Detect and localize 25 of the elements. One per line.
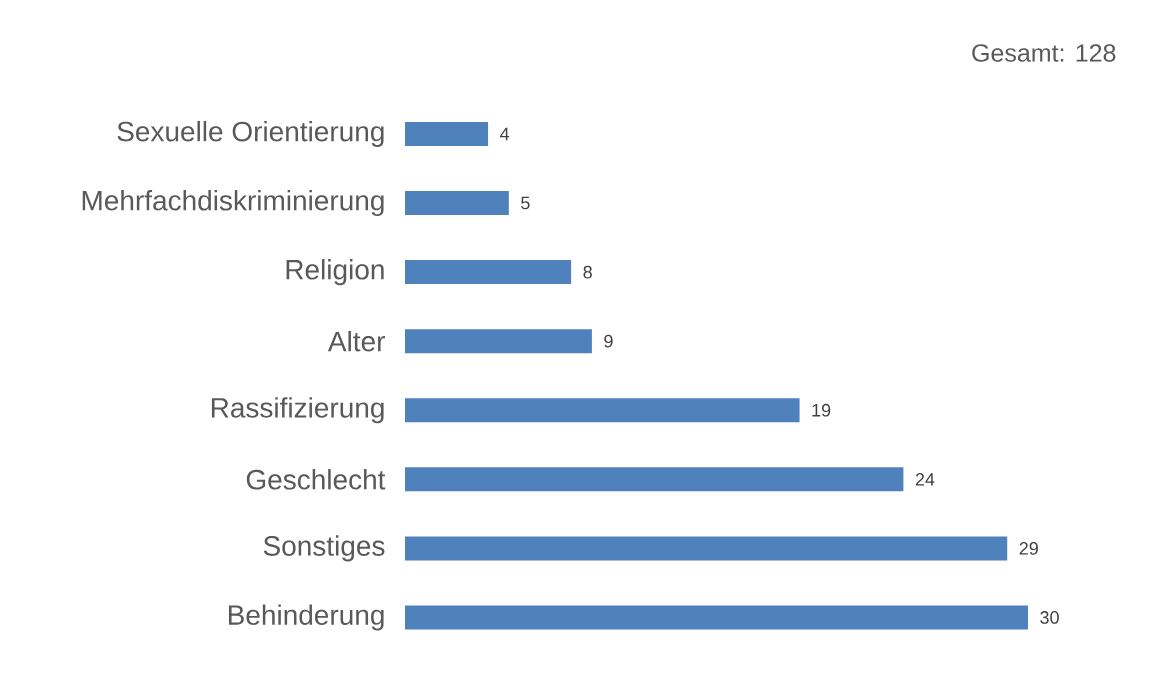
bar [405,467,904,492]
bar [405,191,509,216]
data-label: 19 [812,403,831,417]
data-label: 9 [604,334,613,348]
y-tick-label: Behinderung [228,604,384,631]
data-label: 5 [521,196,530,210]
bar [405,260,572,285]
y-tick-label: Rassifizierung [211,397,384,424]
data-label: 4 [500,127,510,141]
y-tick-label: Mehrfachdiskriminierung [82,189,384,217]
bar [405,121,489,146]
text: Gesamt: 128 [972,44,1116,62]
bar [405,605,1028,630]
y-tick-label: Sonstiges [263,535,385,562]
bar [405,398,800,423]
bar [405,536,1008,561]
y-tick-label: Religion [286,259,384,286]
data-label: 29 [1019,542,1038,555]
y-tick-label: Alter [327,330,385,352]
bar [405,329,592,354]
y-tick-label: Sexuelle Orientierung [117,120,384,147]
y-tick-label: Geschlecht [246,469,386,490]
data-label: 24 [915,473,935,486]
data-label: 30 [1040,611,1059,624]
data-label: 8 [583,265,592,279]
